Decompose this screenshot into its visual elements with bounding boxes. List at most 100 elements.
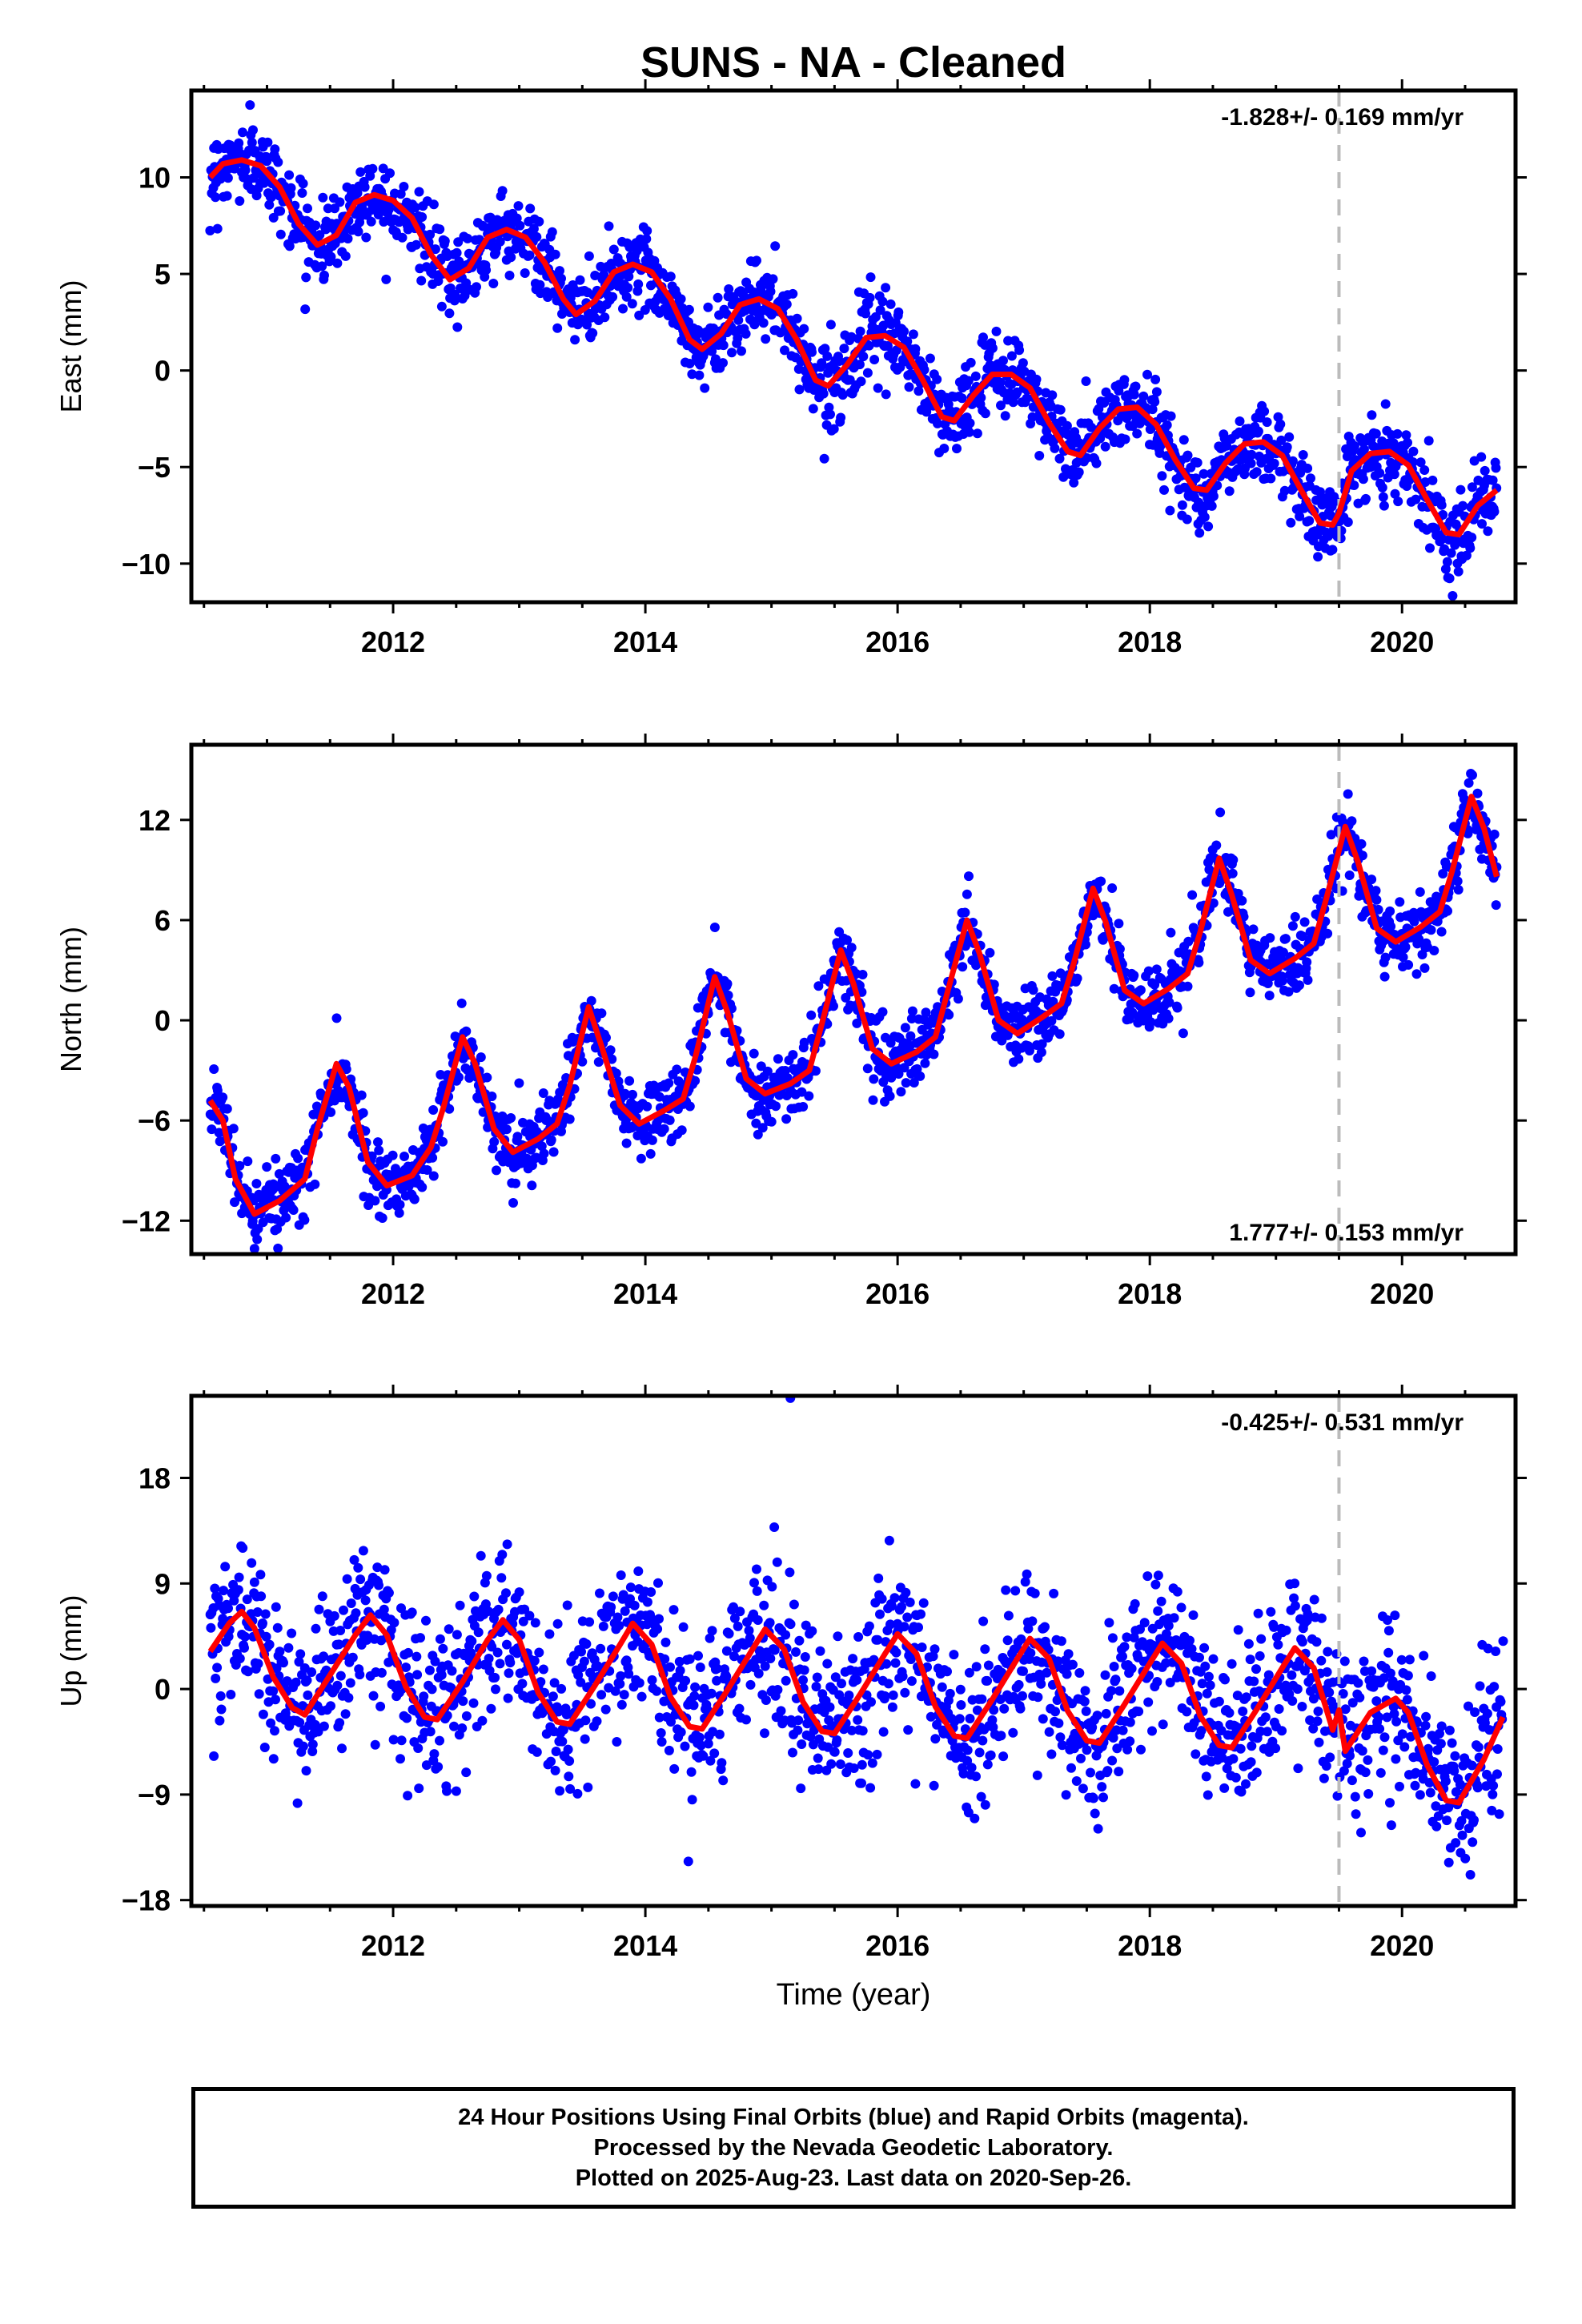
data-point bbox=[553, 1707, 564, 1717]
data-point bbox=[428, 199, 439, 210]
data-point bbox=[954, 1714, 965, 1724]
data-point bbox=[457, 1723, 468, 1733]
data-point bbox=[972, 1705, 982, 1715]
data-point bbox=[1273, 412, 1283, 422]
data-point bbox=[1182, 450, 1193, 460]
data-point bbox=[1283, 987, 1294, 997]
data-point bbox=[1082, 452, 1092, 463]
data-point bbox=[629, 1600, 640, 1610]
data-point bbox=[1472, 788, 1483, 798]
data-point bbox=[987, 1715, 998, 1725]
data-point bbox=[678, 1622, 689, 1632]
data-point bbox=[1313, 552, 1323, 562]
data-point bbox=[449, 1721, 459, 1731]
data-point bbox=[1419, 465, 1430, 475]
data-point bbox=[652, 1624, 663, 1634]
data-point bbox=[210, 1583, 220, 1594]
data-point bbox=[1023, 1623, 1034, 1634]
data-point bbox=[687, 369, 697, 380]
data-point bbox=[813, 1753, 823, 1763]
data-point bbox=[1286, 517, 1296, 528]
data-point bbox=[1461, 550, 1472, 561]
data-point bbox=[753, 1668, 764, 1679]
data-point bbox=[1143, 966, 1154, 976]
data-point bbox=[885, 1619, 895, 1630]
data-point bbox=[773, 1054, 783, 1064]
data-point bbox=[396, 189, 406, 199]
data-point bbox=[407, 1607, 417, 1618]
data-point bbox=[1284, 432, 1295, 442]
data-point bbox=[1491, 463, 1501, 473]
data-point bbox=[1108, 1733, 1118, 1743]
data-point bbox=[789, 1599, 799, 1610]
data-point bbox=[1419, 963, 1430, 973]
data-point bbox=[436, 301, 447, 312]
data-point bbox=[1114, 944, 1125, 954]
data-point bbox=[654, 1092, 665, 1102]
data-point bbox=[905, 1597, 915, 1607]
data-point bbox=[1463, 828, 1473, 838]
data-point bbox=[965, 1714, 975, 1723]
data-point bbox=[1028, 985, 1038, 995]
data-point bbox=[881, 1659, 892, 1669]
data-point bbox=[937, 1682, 947, 1692]
data-point bbox=[966, 1763, 977, 1773]
data-point bbox=[905, 1031, 916, 1041]
data-point bbox=[272, 1622, 283, 1633]
data-point bbox=[428, 1105, 439, 1115]
data-point bbox=[1177, 500, 1187, 510]
data-point bbox=[400, 1152, 409, 1161]
data-point bbox=[1264, 991, 1275, 1001]
y-tick-label: 0 bbox=[155, 1004, 171, 1037]
data-point bbox=[596, 1690, 607, 1700]
data-point bbox=[1191, 1749, 1201, 1759]
data-point bbox=[1476, 452, 1487, 462]
data-point bbox=[843, 1748, 853, 1758]
data-point bbox=[275, 1647, 285, 1657]
data-point bbox=[583, 1782, 593, 1792]
data-point bbox=[616, 1699, 627, 1710]
data-point bbox=[1006, 351, 1017, 361]
data-point bbox=[370, 1196, 380, 1206]
data-point bbox=[1200, 1661, 1211, 1671]
data-point bbox=[215, 1715, 225, 1726]
data-point bbox=[971, 1662, 982, 1672]
data-point bbox=[1098, 1792, 1108, 1803]
data-point bbox=[1302, 957, 1312, 967]
data-point bbox=[1014, 1679, 1024, 1690]
data-point bbox=[611, 1068, 621, 1079]
data-point bbox=[332, 258, 343, 268]
data-point bbox=[355, 1574, 366, 1585]
data-point bbox=[608, 292, 618, 302]
data-point bbox=[450, 289, 460, 300]
data-point bbox=[444, 308, 455, 319]
data-point bbox=[980, 1644, 990, 1655]
data-point bbox=[438, 1643, 448, 1654]
data-point bbox=[995, 377, 1006, 388]
data-point bbox=[1287, 456, 1298, 466]
data-point bbox=[1034, 451, 1045, 460]
data-point bbox=[247, 1558, 257, 1568]
data-point bbox=[1409, 916, 1419, 927]
data-point bbox=[1280, 934, 1291, 944]
data-point bbox=[1182, 981, 1193, 991]
data-point bbox=[546, 1756, 556, 1767]
data-point bbox=[1447, 591, 1458, 601]
data-point bbox=[714, 1729, 725, 1739]
data-point bbox=[1201, 1771, 1211, 1782]
data-point bbox=[1040, 1622, 1050, 1632]
data-point bbox=[556, 273, 566, 283]
data-point bbox=[837, 1679, 846, 1689]
data-point bbox=[557, 1736, 568, 1747]
data-point bbox=[399, 182, 409, 191]
data-point bbox=[472, 282, 481, 292]
data-point bbox=[396, 1735, 407, 1746]
data-point bbox=[1453, 885, 1464, 895]
data-point bbox=[1194, 958, 1204, 967]
data-point bbox=[447, 1666, 457, 1676]
data-point bbox=[1227, 868, 1238, 879]
data-point bbox=[915, 1071, 926, 1081]
data-point bbox=[690, 1682, 701, 1692]
data-point bbox=[745, 1633, 755, 1643]
